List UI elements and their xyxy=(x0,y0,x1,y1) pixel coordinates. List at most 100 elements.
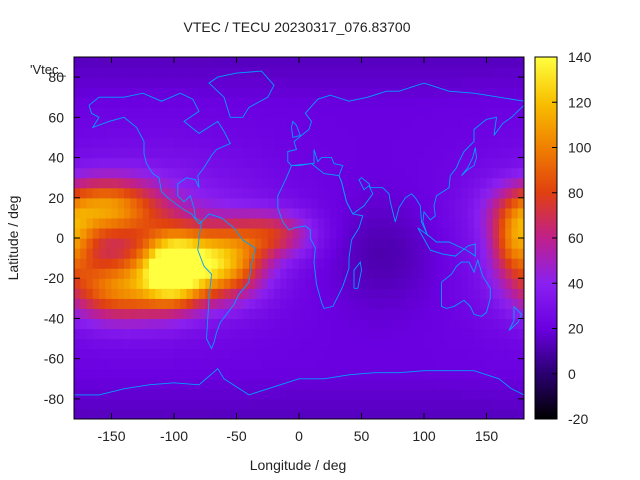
heat-cell xyxy=(130,197,138,209)
heat-cell xyxy=(474,157,481,169)
heat-cell xyxy=(242,358,250,370)
heat-cell xyxy=(242,278,250,289)
heat-cell xyxy=(342,298,350,309)
heat-cell xyxy=(186,388,194,400)
heat-cell xyxy=(399,67,406,78)
heat-cell xyxy=(130,207,138,219)
heat-cell xyxy=(192,378,200,390)
heat-cell xyxy=(136,187,144,199)
heat-cell xyxy=(367,248,375,259)
heat-cell xyxy=(155,217,163,229)
heat-cell xyxy=(124,248,131,259)
heat-cell xyxy=(192,278,200,289)
heat-cell xyxy=(99,187,106,199)
heat-cell xyxy=(274,398,281,410)
heat-cell xyxy=(74,167,81,179)
heat-cell xyxy=(274,77,281,88)
heat-cell xyxy=(261,177,269,189)
heat-cell xyxy=(149,147,156,159)
heat-cell xyxy=(317,177,325,189)
heat-cell xyxy=(180,147,188,159)
heat-cell xyxy=(392,147,400,159)
heat-cell xyxy=(217,67,225,78)
heat-cell xyxy=(242,227,250,239)
heat-cell xyxy=(517,338,524,350)
heat-cell xyxy=(130,137,138,149)
heat-cell xyxy=(236,97,244,108)
heat-cell xyxy=(211,117,219,128)
heat-cell xyxy=(142,227,150,239)
heat-cell xyxy=(342,127,350,139)
heat-cell xyxy=(105,408,113,419)
heat-cell xyxy=(280,97,288,108)
heat-cell xyxy=(286,157,294,169)
heat-cell xyxy=(236,408,244,419)
heat-cell xyxy=(186,408,194,419)
heat-cell xyxy=(136,117,144,128)
heat-cell xyxy=(430,227,438,239)
heat-cell xyxy=(449,288,456,299)
heat-cell xyxy=(492,217,500,229)
heat-cell xyxy=(80,197,88,209)
heat-cell xyxy=(317,248,325,259)
heat-cell xyxy=(424,388,431,400)
heat-cell xyxy=(105,117,113,128)
heat-cell xyxy=(111,278,119,289)
heat-cell xyxy=(99,258,106,269)
heat-cell xyxy=(349,308,356,320)
heat-cell xyxy=(405,207,413,219)
heat-cell xyxy=(449,67,456,78)
heat-cell xyxy=(430,127,438,139)
heat-cell xyxy=(511,57,519,68)
heat-cell xyxy=(167,328,175,340)
heat-cell xyxy=(149,258,156,269)
heat-cell xyxy=(467,388,475,400)
heat-cell xyxy=(374,147,381,159)
heat-cell xyxy=(117,207,125,219)
heat-cell xyxy=(111,207,119,219)
heat-cell xyxy=(511,338,519,350)
heat-cell xyxy=(224,268,231,279)
heat-cell xyxy=(242,318,250,330)
heat-cell xyxy=(292,278,300,289)
heat-cell xyxy=(167,288,175,299)
heat-cell xyxy=(380,107,388,118)
heat-cell xyxy=(192,147,200,159)
heat-cell xyxy=(280,137,288,149)
heat-cell xyxy=(317,137,325,149)
heat-cell xyxy=(311,177,319,189)
heat-cell xyxy=(142,388,150,400)
heat-cell xyxy=(424,187,431,199)
heat-cell xyxy=(92,318,100,330)
heat-cell xyxy=(292,117,300,128)
heat-cell xyxy=(467,217,475,229)
heat-cell xyxy=(486,248,494,259)
heat-cell xyxy=(505,227,513,239)
heat-cell xyxy=(330,328,338,340)
heat-cell xyxy=(492,258,500,269)
heat-cell xyxy=(349,398,356,410)
colorbar-tick-label: 120 xyxy=(568,94,592,110)
heat-cell xyxy=(361,398,369,410)
heat-cell xyxy=(186,87,194,98)
heat-cell xyxy=(180,348,188,360)
heat-cell xyxy=(417,408,425,419)
heat-cell xyxy=(349,127,356,139)
heat-cell xyxy=(111,308,119,320)
heat-cell xyxy=(374,167,381,179)
heat-cell xyxy=(80,227,88,239)
heat-cell xyxy=(505,87,513,98)
heat-cell xyxy=(292,358,300,370)
heat-cell xyxy=(217,248,225,259)
heat-cell xyxy=(436,338,444,350)
heat-cell xyxy=(330,248,338,259)
heat-cell xyxy=(336,227,344,239)
heat-cell xyxy=(317,378,325,390)
heat-cell xyxy=(74,378,81,390)
heat-cell xyxy=(267,177,275,189)
heat-cell xyxy=(161,248,169,259)
heat-cell xyxy=(330,318,338,330)
heat-cell xyxy=(105,238,113,249)
heat-cell xyxy=(474,368,481,380)
heat-cell xyxy=(386,117,394,128)
